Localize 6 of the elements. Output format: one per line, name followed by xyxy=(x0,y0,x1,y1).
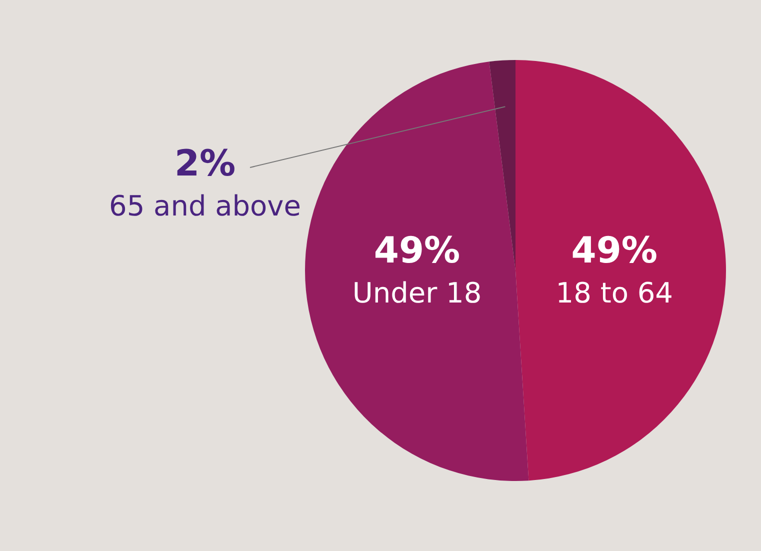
data-label: 49% xyxy=(374,230,460,272)
slice-label: Under 18 xyxy=(352,276,482,310)
slice-label: 65 and above xyxy=(109,190,301,222)
data-label: 2% xyxy=(174,144,236,184)
data-label: 49% xyxy=(571,230,658,272)
slice-label: 18 to 64 xyxy=(556,276,673,310)
